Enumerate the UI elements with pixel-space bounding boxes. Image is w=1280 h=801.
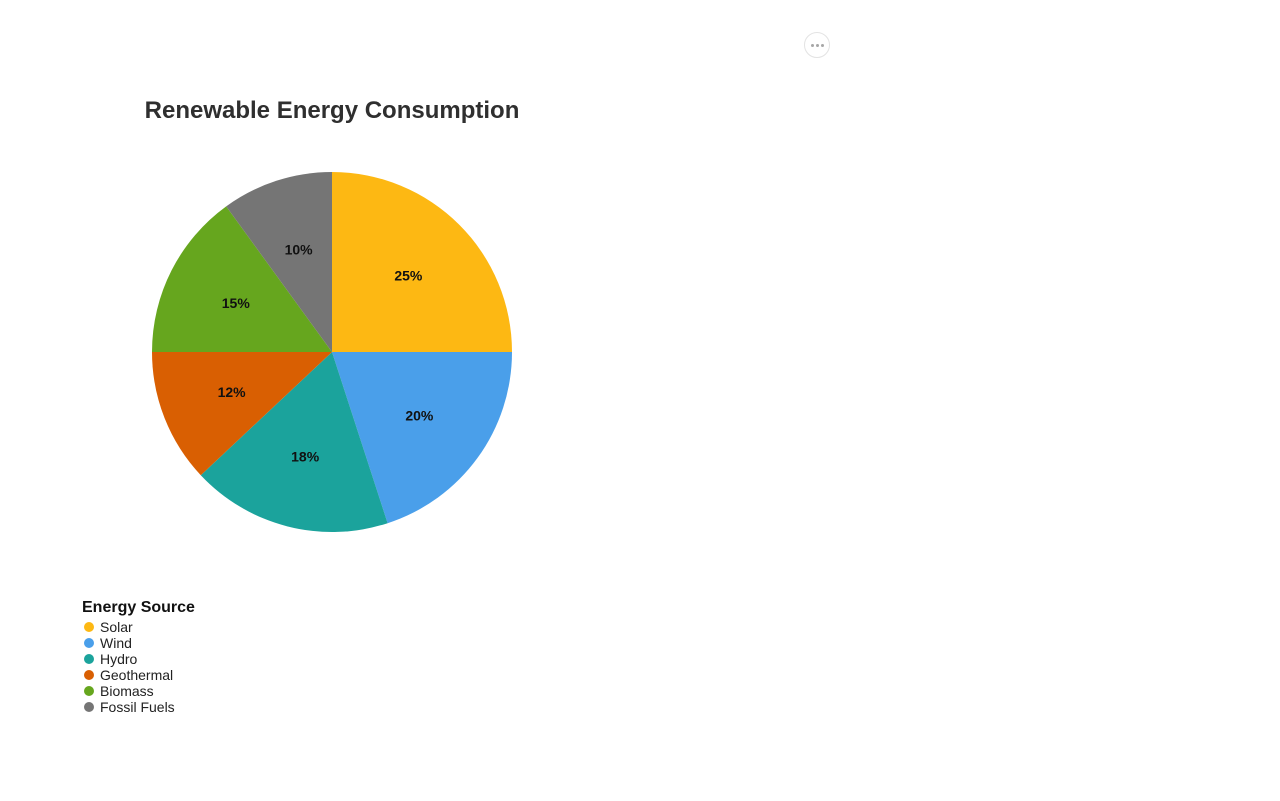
legend-label: Solar <box>100 619 133 635</box>
slice-label-solar: 25% <box>394 268 423 284</box>
legend-swatch <box>84 702 94 712</box>
legend-label: Geothermal <box>100 667 174 683</box>
legend: Energy Source Solar Wind Hydro Geothermal Bi… <box>82 598 195 715</box>
more-horizontal-icon <box>810 43 824 47</box>
more-options-button[interactable] <box>804 32 830 58</box>
legend-title: Energy Source <box>82 599 195 616</box>
legend-swatch <box>84 622 94 632</box>
legend-swatch <box>84 654 94 664</box>
pie-slice-wind[interactable] <box>332 352 512 524</box>
legend-item-biomass[interactable]: Biomass <box>82 683 195 699</box>
legend-item-wind[interactable]: Wind <box>82 635 195 651</box>
slice-label-wind: 20% <box>405 407 434 423</box>
pie-slice-fossil-fuels[interactable] <box>226 172 332 352</box>
pie-slice-solar[interactable] <box>332 172 512 352</box>
chart-title: Renewable Energy Consumption <box>144 97 520 124</box>
pie-slice-geothermal[interactable] <box>152 352 332 476</box>
legend-swatch <box>84 670 94 680</box>
legend-item-fossil-fuels[interactable]: Fossil Fuels <box>82 699 195 715</box>
legend-item-hydro[interactable]: Hydro <box>82 651 195 667</box>
legend-label: Biomass <box>100 683 154 699</box>
legend-label: Fossil Fuels <box>100 699 175 715</box>
pie-slice-hydro[interactable] <box>200 352 388 532</box>
legend-swatch <box>84 638 94 648</box>
slice-label-hydro: 18% <box>291 449 320 465</box>
pie-slice-biomass[interactable] <box>152 206 332 352</box>
legend-label: Wind <box>100 635 132 651</box>
legend-item-solar[interactable]: Solar <box>82 619 195 635</box>
slice-label-fossil-fuels: 10% <box>285 241 314 257</box>
legend-label: Hydro <box>100 651 138 667</box>
slice-label-biomass: 15% <box>222 295 251 311</box>
slice-label-geothermal: 12% <box>218 384 247 400</box>
legend-item-geothermal[interactable]: Geothermal <box>82 667 195 683</box>
legend-swatch <box>84 686 94 696</box>
